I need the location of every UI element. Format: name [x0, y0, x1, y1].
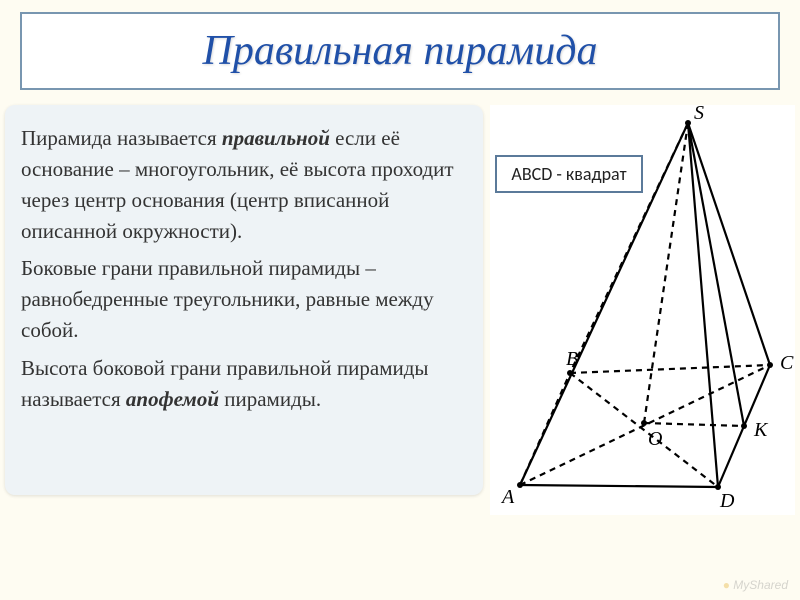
- definition-p2: Боковые грани правильной пирамиды – равн…: [21, 253, 467, 346]
- svg-text:S: S: [694, 105, 704, 124]
- svg-text:D: D: [719, 490, 735, 512]
- svg-text:A: A: [500, 486, 515, 508]
- watermark-text: MyShared: [733, 578, 788, 592]
- watermark: ● MyShared: [723, 578, 788, 592]
- definition-p1: Пирамида называется правильной если её о…: [21, 123, 467, 247]
- definition-p3: Высота боковой грани правильной пирамиды…: [21, 353, 467, 415]
- p1-bold: правильной: [222, 126, 330, 150]
- figure-caption: ABCD - квадрат: [495, 155, 643, 193]
- p3-suffix: пирамиды.: [219, 387, 321, 411]
- p3-bold: апофемой: [126, 387, 219, 411]
- svg-text:K: K: [753, 419, 769, 441]
- svg-text:B: B: [566, 348, 578, 370]
- svg-text:C: C: [780, 352, 794, 374]
- title-box: Правильная пирамида: [20, 12, 780, 90]
- page-title: Правильная пирамида: [203, 27, 598, 75]
- svg-text:O: O: [648, 428, 662, 450]
- watermark-icon: ●: [723, 578, 730, 592]
- figure-caption-text: ABCD - квадрат: [511, 163, 626, 185]
- definition-panel: Пирамида называется правильной если её о…: [5, 105, 483, 495]
- p1-prefix: Пирамида называется: [21, 126, 222, 150]
